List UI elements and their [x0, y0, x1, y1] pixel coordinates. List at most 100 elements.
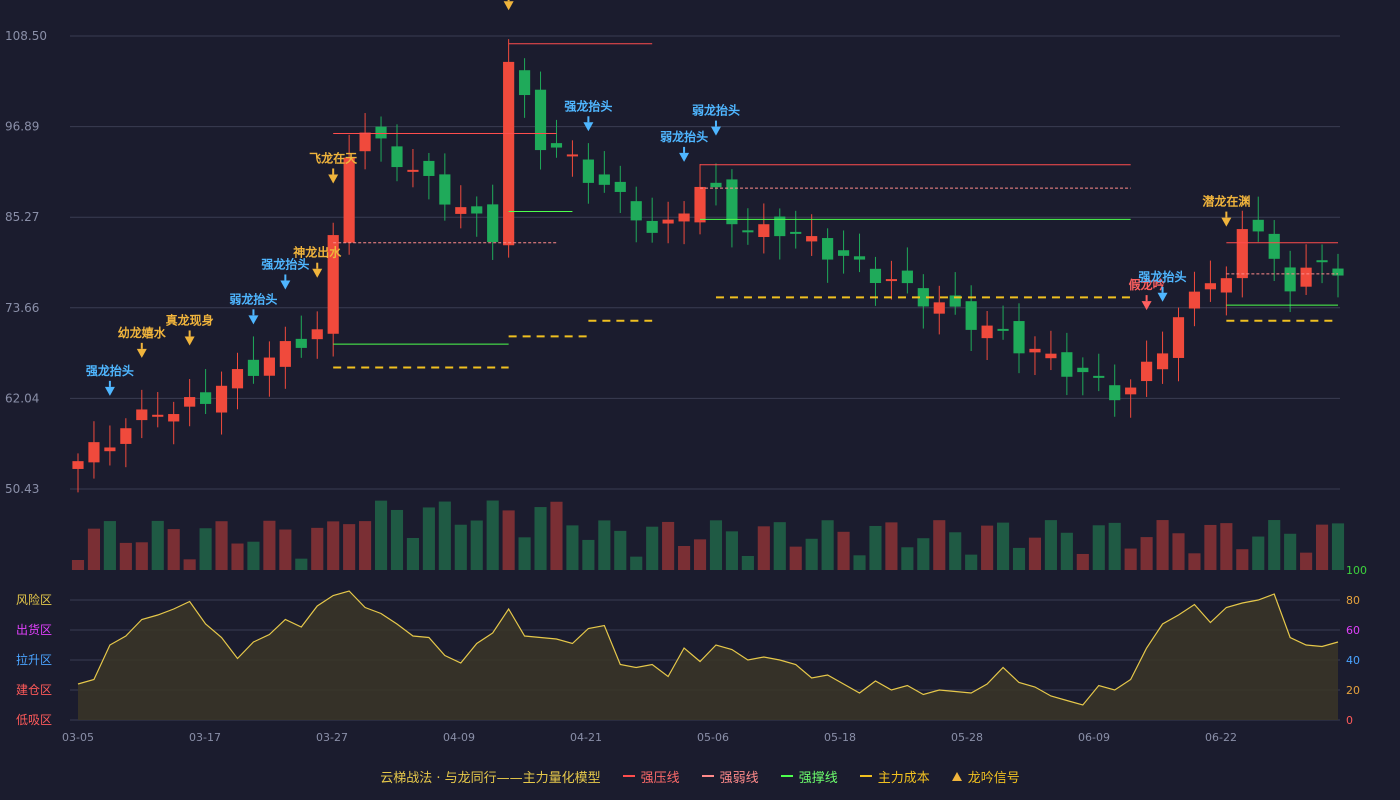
candle-body	[758, 224, 770, 238]
candle-body	[726, 179, 738, 225]
volume-bar	[1124, 548, 1137, 570]
candle-body	[455, 207, 467, 214]
candle-body	[359, 132, 371, 152]
candle-body	[742, 230, 754, 233]
candle-body	[1300, 267, 1312, 287]
volume-bar	[1012, 547, 1026, 570]
candle-body	[917, 288, 929, 307]
candle-body	[279, 341, 291, 367]
volume-bar	[773, 522, 786, 570]
candle-body	[1093, 375, 1105, 378]
candle-body	[375, 126, 387, 139]
volume-bar	[917, 538, 930, 570]
price-tick-label: 85.27	[5, 210, 39, 224]
candle-body	[678, 213, 690, 222]
signal-arrow-icon	[312, 268, 323, 278]
signal-label: 强龙抬头	[564, 98, 612, 113]
candle-body	[215, 385, 228, 413]
candle-body	[869, 268, 882, 284]
candle-body	[981, 325, 993, 339]
signal-arrow-icon	[1141, 301, 1152, 311]
volume-bar	[1220, 523, 1233, 570]
candle-body	[503, 61, 515, 246]
date-tick-label: 03-27	[316, 731, 348, 744]
legend-strong-support[interactable]: 强撑线	[780, 767, 838, 786]
candle-body	[1252, 219, 1264, 232]
candle-body	[614, 181, 626, 192]
volume-bar	[183, 559, 196, 570]
volume-bar	[965, 554, 978, 570]
candle-body	[965, 301, 977, 330]
candle-body	[1077, 367, 1089, 373]
volume-bar	[71, 560, 85, 570]
volume-bar	[374, 500, 388, 570]
zone-label: 低吸区	[16, 713, 52, 727]
volume-bar	[231, 543, 244, 570]
volume-bar	[311, 527, 324, 570]
volume-bar	[709, 520, 723, 570]
volume-bar	[1204, 524, 1217, 570]
volume-bar	[422, 507, 435, 570]
volume-bar	[725, 531, 738, 570]
legend-main-cost[interactable]: 主力成本	[859, 767, 930, 786]
volume-bar	[550, 501, 563, 570]
signal-label: 弱龙抬头	[660, 129, 708, 144]
zone-label: 风险区	[16, 592, 52, 607]
volume-bar	[518, 537, 531, 570]
indicator-tick-label: 100	[1346, 564, 1367, 577]
legend-title: 云梯战法 · 与龙同行——主力量化模型	[380, 770, 601, 786]
candle-body	[1013, 321, 1025, 354]
indicator-tick-label: 80	[1346, 594, 1360, 607]
triangle-icon	[951, 771, 962, 781]
candle-body	[630, 201, 642, 221]
volume-bar	[87, 528, 101, 570]
candle-body	[88, 442, 100, 463]
candle-body	[407, 169, 419, 172]
volume-bar	[566, 525, 579, 570]
candle-body	[311, 329, 323, 340]
candle-body	[598, 174, 610, 185]
volume-bar	[454, 524, 467, 570]
volume-bar	[757, 526, 770, 570]
legend-dragon-signal[interactable]: 龙吟信号	[951, 767, 1020, 786]
candle-body	[72, 461, 84, 469]
legend-strong-resistance[interactable]: 强压线	[622, 767, 680, 786]
date-tick-label: 05-06	[697, 731, 729, 744]
candle-body	[184, 397, 196, 407]
volume-bar	[534, 507, 547, 570]
chart-legend: 云梯战法 · 与龙同行——主力量化模型 强压线 强弱线 强撑线 主力成本 龙吟信…	[0, 764, 1400, 788]
legend-strength-line[interactable]: 强弱线	[701, 767, 759, 786]
volume-bar	[359, 521, 372, 570]
candle-body	[1045, 353, 1057, 359]
volume-bar	[869, 525, 882, 570]
volume-bar	[1284, 533, 1297, 570]
candle-body	[487, 204, 499, 243]
signal-label: 弱龙抬头	[229, 291, 277, 306]
candle-body	[1109, 385, 1121, 401]
signal-arrow-icon	[280, 280, 291, 290]
volume-bar	[1252, 536, 1265, 570]
volume-bar	[1315, 524, 1329, 570]
volume-bar	[167, 529, 180, 570]
signal-label: 假龙吟	[1129, 277, 1165, 292]
candle-body	[423, 160, 435, 176]
volume-bar	[1108, 522, 1121, 570]
signal-arrow-icon	[1221, 217, 1232, 227]
volume-bar	[295, 558, 308, 570]
date-tick-label: 05-28	[951, 731, 983, 744]
price-tick-label: 50.43	[5, 482, 39, 496]
volume-bar	[1188, 553, 1201, 570]
signal-label: 神龙出水	[293, 245, 342, 260]
volume-bar	[789, 546, 802, 570]
candle-body	[200, 392, 212, 404]
date-tick-label: 06-09	[1078, 731, 1110, 744]
signal-label: 幼龙嬉水	[118, 325, 167, 340]
candle-body	[949, 295, 961, 307]
indicator-line	[77, 590, 1339, 706]
signal-arrow-icon	[503, 1, 514, 11]
signal-arrow-icon	[248, 315, 259, 325]
candle-body	[104, 447, 116, 452]
candle-body	[822, 238, 834, 260]
candle-body	[1204, 283, 1216, 290]
volume-bar	[933, 520, 946, 570]
